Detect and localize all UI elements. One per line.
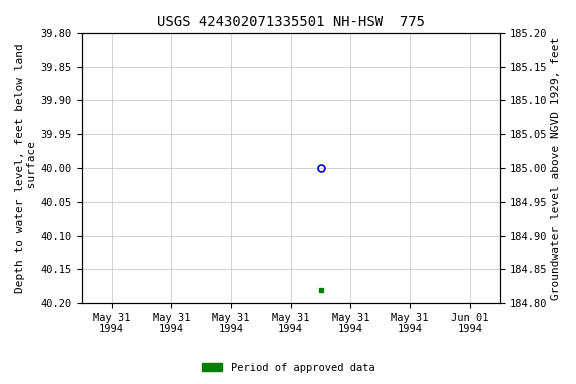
Title: USGS 424302071335501 NH-HSW  775: USGS 424302071335501 NH-HSW 775 bbox=[157, 15, 425, 29]
Y-axis label: Groundwater level above NGVD 1929, feet: Groundwater level above NGVD 1929, feet bbox=[551, 36, 561, 300]
Y-axis label: Depth to water level, feet below land
 surface: Depth to water level, feet below land su… bbox=[15, 43, 37, 293]
Legend: Period of approved data: Period of approved data bbox=[198, 359, 378, 377]
